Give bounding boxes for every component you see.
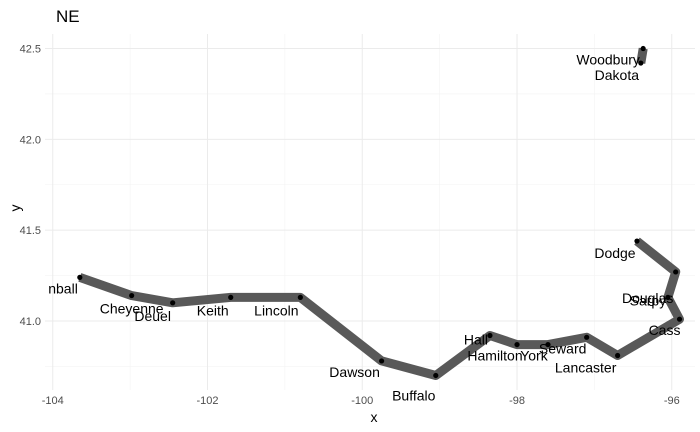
- plot-title: NE: [56, 7, 80, 26]
- route-paths: [78, 47, 684, 380]
- label-seward: Seward: [539, 340, 586, 356]
- y-tick-label: 41.5: [20, 225, 41, 237]
- label-kimball: nball: [48, 280, 78, 296]
- y-tick-label: 41.0: [20, 316, 41, 328]
- y-tick-label: 42.0: [20, 134, 41, 146]
- point-seward: [584, 334, 590, 340]
- label-buffalo: Buffalo: [392, 387, 436, 403]
- point-cheyenne: [129, 292, 135, 299]
- point-keith: [228, 294, 234, 300]
- point-york: [545, 341, 551, 348]
- point-hall: [487, 332, 493, 339]
- point-kimball: [77, 274, 83, 280]
- point-buffalo: [433, 372, 439, 379]
- point-lincoln: [297, 294, 303, 300]
- x-tick-label: -102: [196, 395, 218, 407]
- x-tick-label: -96: [664, 395, 680, 407]
- y-axis-title: y: [7, 205, 23, 212]
- label-lincoln: Lincoln: [254, 302, 298, 318]
- label-hamilton: Hamilton: [467, 348, 522, 364]
- point-lancaster: [615, 352, 621, 359]
- point-dakota: [638, 60, 644, 66]
- point-deuel: [170, 300, 176, 306]
- label-douglas: Douglas: [622, 290, 673, 306]
- point-dawson: [379, 358, 385, 364]
- point-hamilton: [514, 341, 520, 348]
- label-york: York: [520, 348, 549, 364]
- grid: [45, 34, 695, 390]
- label-hall: Hall: [464, 332, 488, 348]
- label-cheyenne: Cheyenne: [100, 301, 164, 317]
- label-keith: Keith: [197, 302, 229, 318]
- x-tick-label: -98: [509, 395, 525, 407]
- x-axis-title: x: [371, 409, 378, 425]
- x-tick-label: -104: [42, 395, 64, 407]
- point-dodge: [634, 238, 640, 244]
- point-douglas: [673, 269, 679, 275]
- route-points: [77, 45, 683, 379]
- y-tick-label: 42.5: [20, 44, 41, 56]
- label-dakota: Dakota: [595, 67, 640, 83]
- label-dawson: Dawson: [329, 364, 380, 380]
- point-sarpy: [665, 294, 671, 300]
- label-woodbury: Woodbury: [576, 52, 640, 68]
- label-lancaster: Lancaster: [555, 359, 617, 375]
- label-sarpy: Sarpy: [630, 292, 667, 308]
- x-tick-label: -100: [351, 395, 373, 407]
- point-cass: [676, 316, 683, 322]
- label-dodge: Dodge: [594, 245, 635, 261]
- label-cass: Cass: [649, 322, 681, 338]
- route-line: [78, 237, 684, 380]
- point-woodbury: [640, 45, 646, 52]
- axes: -104 -102 -100 -98 -96 41.0 41.5 42.0 42.5: [20, 44, 680, 407]
- label-deuel: Deuel: [134, 308, 171, 324]
